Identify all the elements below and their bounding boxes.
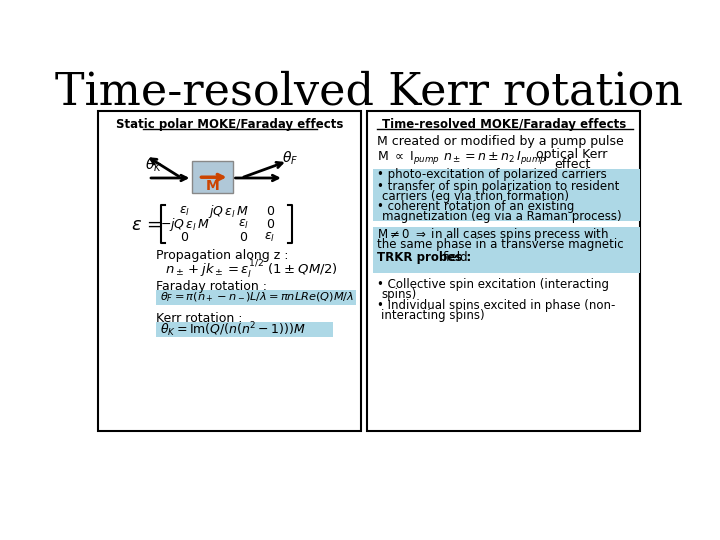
Text: $\varepsilon_l$: $\varepsilon_l$ (238, 218, 249, 231)
Text: interacting spins): interacting spins) (382, 308, 485, 321)
Text: Static polar MOKE/Faraday effects: Static polar MOKE/Faraday effects (116, 118, 343, 131)
Text: spins): spins) (382, 288, 417, 301)
Text: $\theta_K$: $\theta_K$ (145, 156, 162, 173)
Text: • Collective spin excitation (interacting: • Collective spin excitation (interactin… (377, 278, 608, 291)
Text: magnetization (eg via a Raman process): magnetization (eg via a Raman process) (382, 210, 622, 223)
Text: 0: 0 (181, 231, 189, 244)
Text: • transfer of spin polarization to resident: • transfer of spin polarization to resid… (377, 180, 619, 193)
Bar (192, 161, 233, 193)
Text: Time-resolved Kerr rotation: Time-resolved Kerr rotation (55, 70, 683, 113)
Text: $n_\pm +jk_\pm = \varepsilon_l^{1/2}\ (1\pm QM/2)$: $n_\pm +jk_\pm = \varepsilon_l^{1/2}\ (1… (165, 258, 338, 280)
Text: Kerr rotation :: Kerr rotation : (156, 313, 243, 326)
Text: the same phase in a transverse magnetic: the same phase in a transverse magnetic (377, 239, 624, 252)
Text: effect: effect (554, 158, 590, 171)
Bar (156, 322, 333, 338)
Bar (373, 226, 640, 273)
Text: $\theta_F$: $\theta_F$ (282, 150, 298, 167)
Text: • Individual spins excited in phase (non-: • Individual spins excited in phase (non… (377, 299, 615, 312)
Text: 0: 0 (266, 218, 274, 231)
Bar (98, 111, 361, 430)
Bar (156, 289, 356, 305)
Text: M created or modified by a pump pulse: M created or modified by a pump pulse (377, 136, 624, 148)
Text: TRKR probes :: TRKR probes : (377, 251, 471, 264)
Text: $\theta_F = \pi(n_+-n_-)L/\lambda= \pi nLRe(Q)M/\lambda$: $\theta_F = \pi(n_+-n_-)L/\lambda= \pi n… (160, 291, 354, 304)
Text: M$\neq$0 $\Rightarrow$ in all cases spins precess with: M$\neq$0 $\Rightarrow$ in all cases spin… (377, 226, 609, 242)
Text: Propagation along z :: Propagation along z : (156, 249, 289, 262)
Text: • coherent rotation of an existing: • coherent rotation of an existing (377, 200, 574, 213)
Text: Time-resolved MOKE/Faraday effects: Time-resolved MOKE/Faraday effects (382, 118, 626, 131)
Bar (373, 168, 640, 221)
Text: $jQ\,\varepsilon_l\,M$: $jQ\,\varepsilon_l\,M$ (207, 202, 248, 220)
Text: • photo-excitation of polarized carriers: • photo-excitation of polarized carriers (377, 168, 606, 181)
Text: optical Kerr: optical Kerr (536, 147, 608, 160)
Text: M: M (206, 179, 220, 193)
Text: M $\propto$ I$_{pump}$: M $\propto$ I$_{pump}$ (377, 148, 440, 166)
Text: $\varepsilon$ =: $\varepsilon$ = (130, 216, 161, 234)
Bar (367, 111, 640, 430)
Text: field: field (443, 251, 468, 264)
Text: $\varepsilon_l$: $\varepsilon_l$ (179, 205, 190, 218)
Text: 0: 0 (240, 231, 248, 244)
Text: $\varepsilon_l$: $\varepsilon_l$ (264, 231, 275, 244)
Text: Faraday rotation :: Faraday rotation : (156, 280, 267, 293)
Text: $n_\pm = n \pm n_2\,I_{pump}$: $n_\pm = n \pm n_2\,I_{pump}$ (443, 148, 546, 166)
Text: $\theta_K = \mathrm{Im}(Q/(n(n^2-1)))M$: $\theta_K = \mathrm{Im}(Q/(n(n^2-1)))M$ (160, 320, 305, 339)
Text: $-jQ\,\varepsilon_l\,M$: $-jQ\,\varepsilon_l\,M$ (160, 215, 210, 233)
Text: 0: 0 (266, 205, 274, 218)
Text: carriers (eg via trion formation): carriers (eg via trion formation) (382, 190, 570, 203)
